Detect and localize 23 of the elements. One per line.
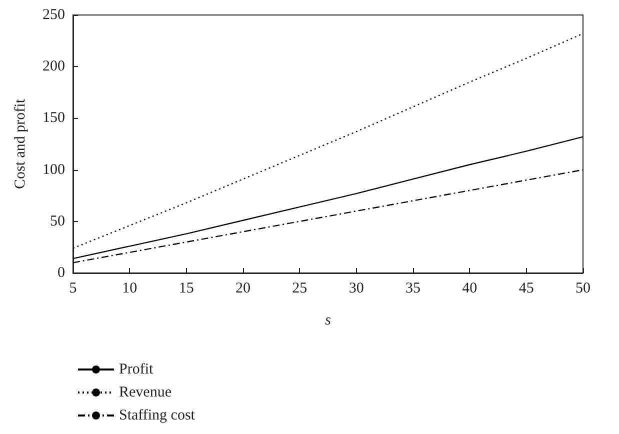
x-tick-label: 10: [122, 280, 138, 296]
x-tick-label: 45: [518, 280, 534, 296]
x-axis-title: s: [325, 312, 332, 328]
x-tick-label: 50: [576, 280, 590, 296]
x-tick-label: 30: [348, 280, 364, 296]
y-tick-label: 0: [58, 265, 65, 281]
y-tick-label: 150: [42, 110, 65, 126]
legend-label: Profit: [119, 362, 154, 378]
y-tick-label: 100: [42, 162, 65, 178]
legend-label: Staffing cost: [119, 408, 196, 424]
x-tick-label: 20: [236, 280, 250, 296]
y-axis-title: Cost and profit: [12, 98, 28, 189]
y-tick-label: 250: [42, 7, 65, 23]
x-tick-label: 25: [292, 280, 308, 296]
x-tick-label: 5: [69, 280, 77, 296]
x-tick-label: 35: [406, 280, 420, 296]
line-series: [72, 136, 584, 260]
y-tick-label: 200: [42, 58, 65, 75]
y-tick-label: 50: [50, 213, 65, 230]
x-tick-label: 15: [178, 280, 194, 296]
legend-label: Revenue: [119, 384, 172, 400]
x-tick-label: 40: [462, 280, 478, 296]
line-series: [72, 169, 584, 264]
